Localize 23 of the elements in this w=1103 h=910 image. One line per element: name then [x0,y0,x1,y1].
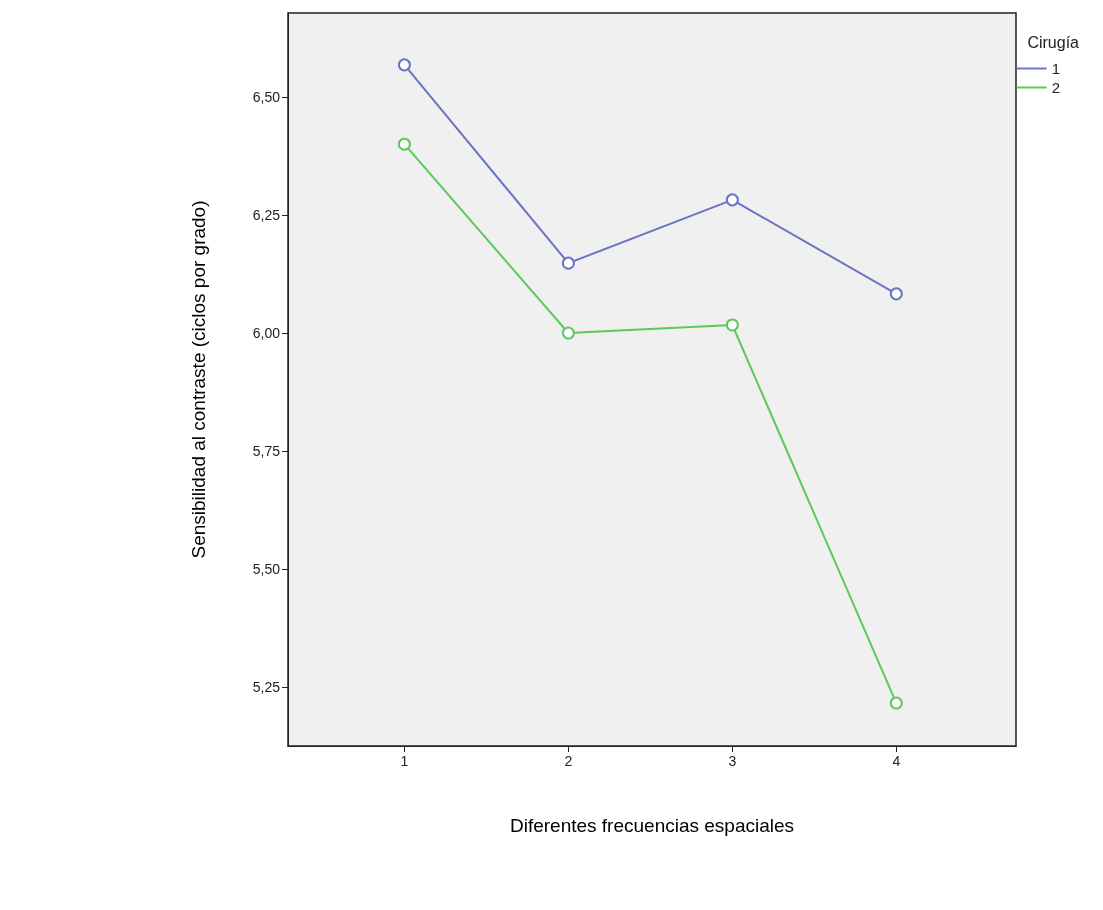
y-tick-label: 6,25 [252,207,281,224]
point [889,287,903,301]
y-tick-label: 5,25 [252,679,281,695]
y-axis-title: Sensibilidad al contraste (ciclos por grado) [188,200,209,559]
y-tick-label: 5,50 [252,561,281,577]
legend-label: 2 [1051,79,1060,96]
point [725,318,739,332]
point [889,696,903,710]
x-tick-label: 1 [400,753,409,769]
x-tick-label: 4 [892,753,901,769]
point [561,256,575,270]
x-axis-title: Diferentes frecuencias espaciales [509,815,795,836]
point [725,193,739,207]
legend-label: 1 [1051,60,1060,77]
x-tick-label: 2 [564,753,573,769]
y-tick-label: 6,00 [252,325,281,342]
point [397,137,411,151]
point [561,326,575,340]
y-tick-label: 6,50 [252,89,281,106]
y-tick-label: 5,75 [252,443,281,460]
x-tick-label: 3 [728,753,737,769]
legend-title: Cirugía [1027,33,1080,51]
point [397,58,411,72]
